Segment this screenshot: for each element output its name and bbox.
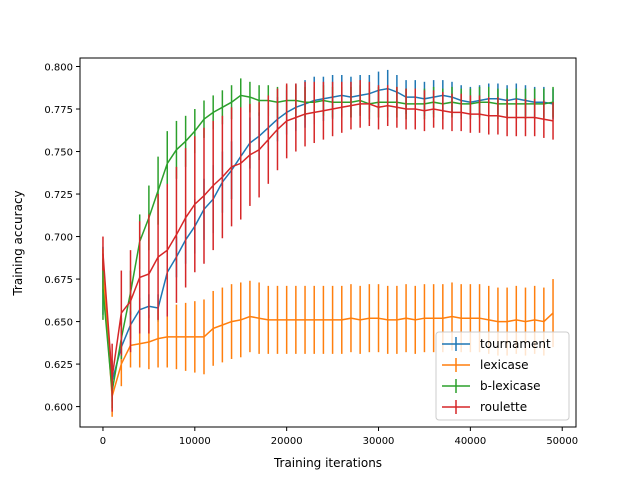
y-tick-label: 0.800	[44, 63, 73, 74]
legend-label: roulette	[480, 400, 527, 414]
x-axis-label: Training iterations	[273, 456, 382, 470]
legend-label: b-lexicase	[480, 379, 540, 393]
x-tick-label: 30000	[363, 436, 395, 447]
plot-frame	[79, 57, 577, 428]
y-tick-label: 0.600	[44, 403, 73, 414]
legend-item-roulette: roulette	[442, 400, 527, 414]
legend-item-b-lexicase: b-lexicase	[442, 379, 540, 393]
legend-label: lexicase	[480, 358, 529, 372]
y-tick-label: 0.625	[44, 360, 73, 371]
legend-item-lexicase: lexicase	[442, 358, 529, 372]
series-line	[102, 103, 554, 378]
y-tick-label: 0.700	[44, 233, 73, 244]
series-line	[102, 87, 554, 382]
series-roulette	[102, 80, 554, 412]
legend: tournament lexicase b-lexicase roulette	[435, 331, 570, 421]
x-tick-label: 20000	[271, 436, 303, 447]
legend-item-tournament: tournament	[442, 337, 551, 351]
x-tick-label: 0	[100, 436, 106, 447]
x-tick-label: 10000	[179, 436, 211, 447]
y-tick-label: 0.750	[44, 148, 73, 159]
y-tick-label: 0.775	[44, 105, 73, 116]
y-tick-label: 0.675	[44, 275, 73, 286]
y-tick-label: 0.725	[44, 190, 73, 201]
series-line	[102, 270, 554, 397]
x-tick-label: 40000	[454, 436, 486, 447]
y-axis-label: Training accuracy	[11, 190, 25, 296]
tick-layer: 0 10000 20000 30000 40000 50000 0.600 0.625 0.65…	[44, 63, 578, 447]
x-tick-label: 50000	[546, 436, 578, 447]
series-line	[102, 94, 554, 392]
y-tick-label: 0.650	[44, 318, 73, 329]
legend-label: tournament	[480, 337, 551, 351]
legend-box	[435, 331, 570, 421]
